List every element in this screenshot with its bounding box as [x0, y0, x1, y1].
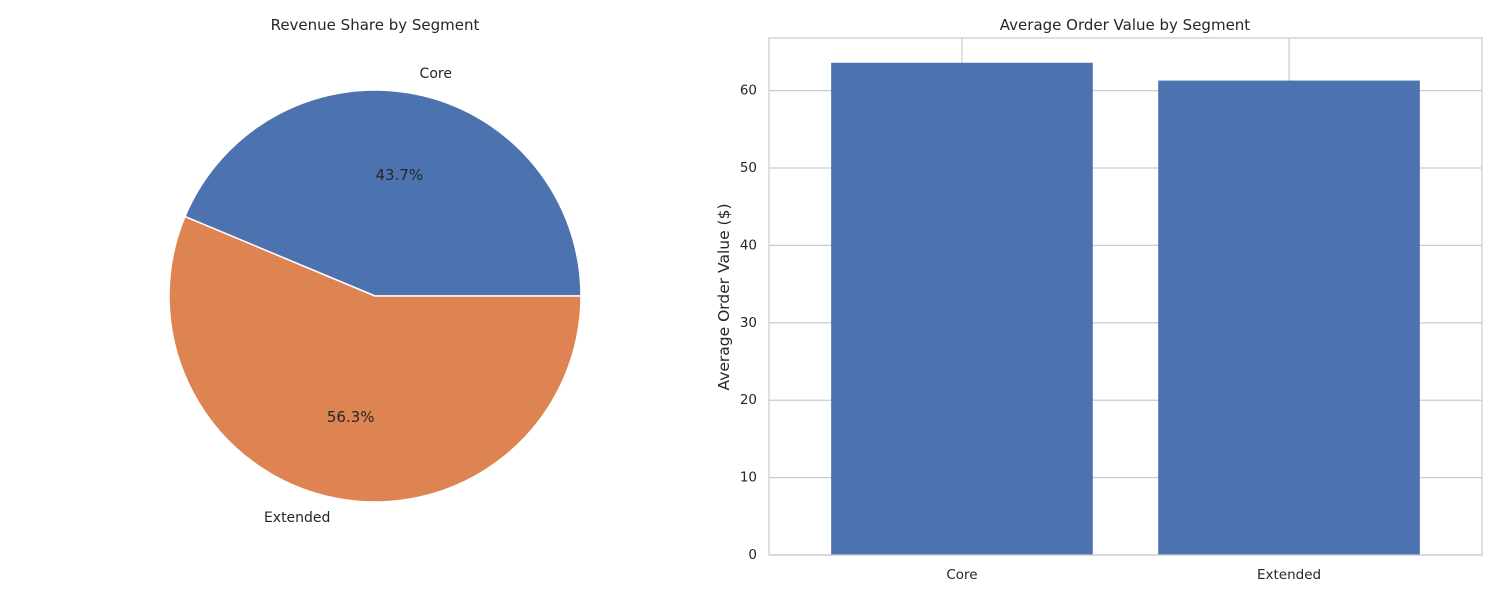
y-tick-label: 60 [740, 83, 757, 99]
plot-frame [768, 37, 1483, 556]
y-tick-label: 30 [740, 315, 757, 331]
bar-core [831, 62, 1093, 555]
y-tick-label: 10 [740, 470, 757, 486]
x-tick-labels: Core Extended [946, 567, 1321, 583]
pie-pct-extended: 56.3% [327, 408, 375, 426]
pie-chart: Revenue Share by Segment Core 43.7% Extend… [168, 16, 582, 526]
y-tick-label: 20 [740, 392, 757, 408]
y-tick-labels: 0 10 20 30 40 50 60 [740, 83, 757, 563]
pie-title: Revenue Share by Segment [271, 16, 480, 34]
pie-labels: Core 43.7% Extended 56.3% [264, 66, 452, 526]
y-axis-label: Average Order Value ($) [715, 204, 733, 391]
y-tick-label: 0 [748, 547, 757, 563]
pie-label-core: Core [420, 66, 452, 82]
x-tick-label: Extended [1257, 567, 1321, 583]
pie-pct-core: 43.7% [375, 166, 423, 184]
pie-slices [168, 89, 582, 503]
y-tick-label: 50 [740, 160, 757, 176]
bar-series [831, 62, 1420, 555]
bar-extended [1158, 80, 1420, 555]
pie-label-extended: Extended [264, 510, 331, 526]
x-tick-label: Core [946, 567, 977, 583]
pie-slice-core [184, 89, 582, 297]
y-tick-label: 40 [740, 237, 757, 253]
pie-slice-extended [168, 215, 582, 503]
bar-chart: Average Order Value by Segment 0 10 20 30 40… [715, 16, 1483, 583]
bar-title: Average Order Value by Segment [1000, 16, 1251, 34]
